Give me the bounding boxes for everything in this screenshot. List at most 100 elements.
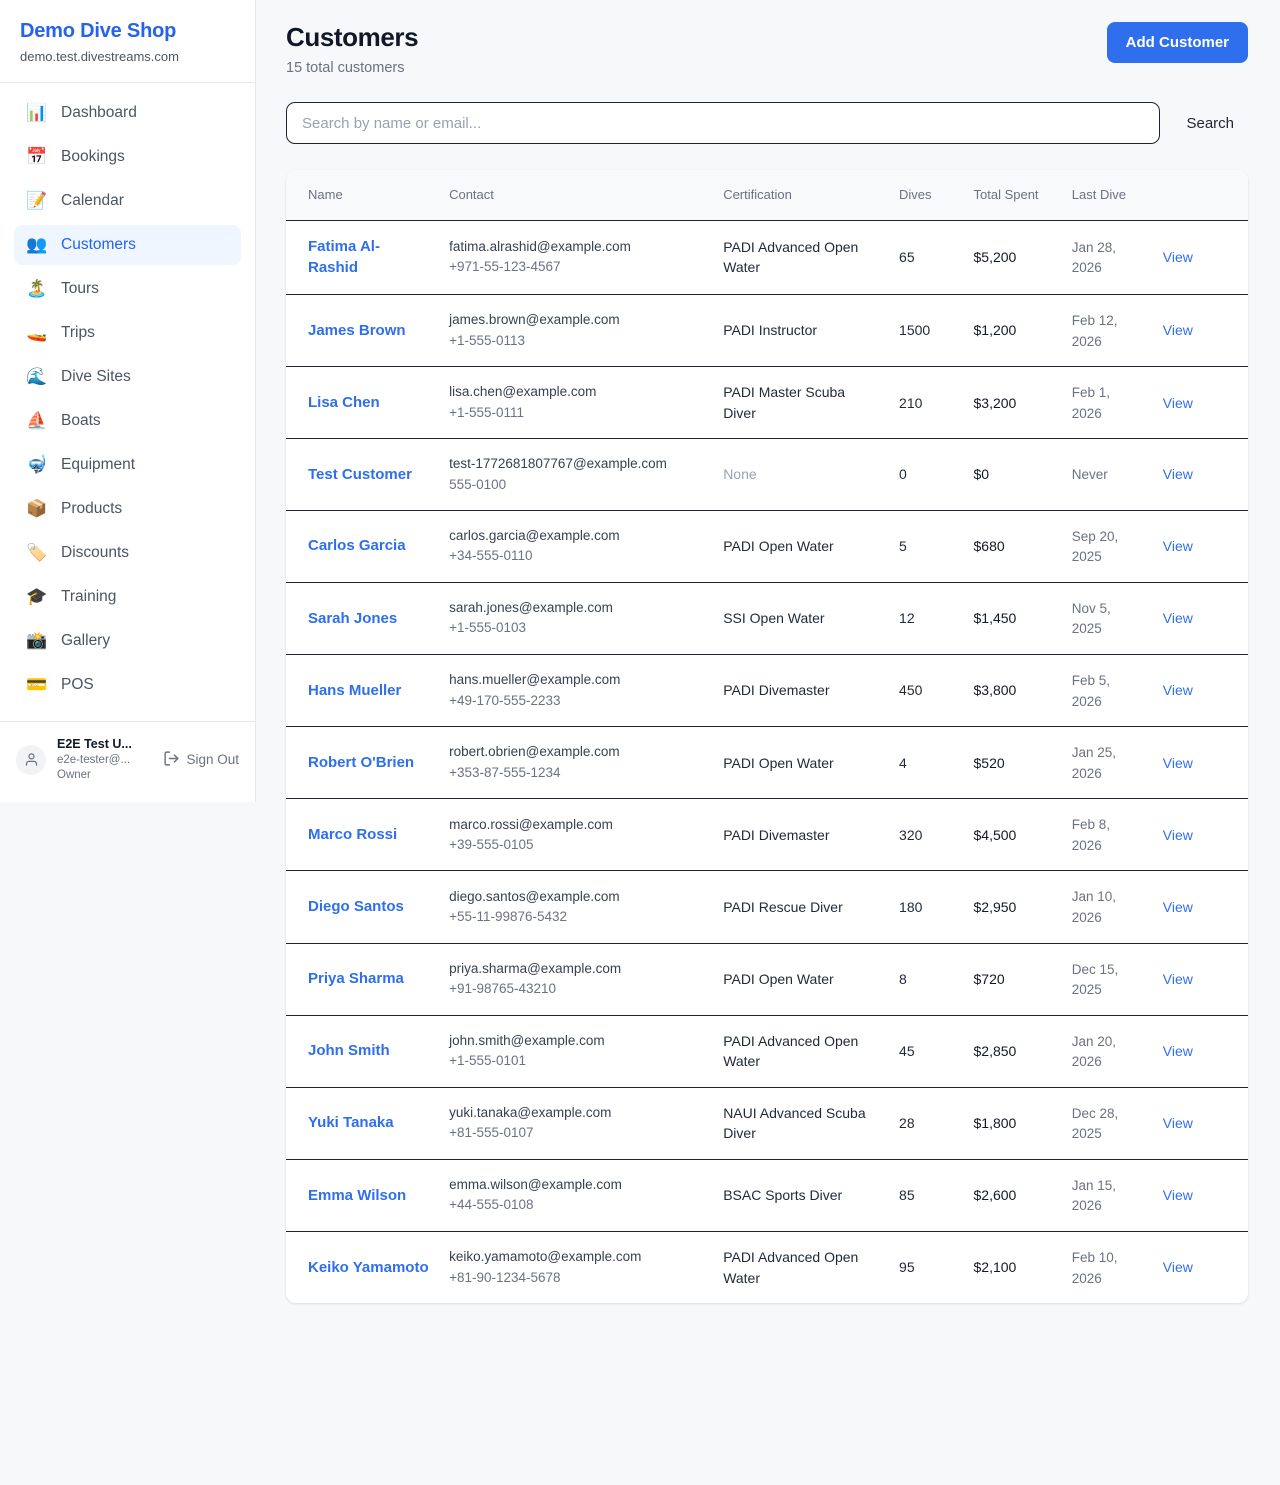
customer-phone: 555-0100 [449, 476, 507, 492]
view-link[interactable]: View [1162, 1043, 1193, 1060]
customer-name-link[interactable]: Carlos Garcia [308, 537, 406, 555]
view-link[interactable]: View [1162, 682, 1193, 699]
brand-domain: demo.test.divestreams.com [20, 49, 179, 64]
dives-value: 0 [899, 466, 907, 483]
sidebar-item-label: Customers [61, 235, 136, 253]
dives-value: 320 [899, 826, 923, 843]
customer-name-link[interactable]: Hans Mueller [308, 681, 402, 699]
cell-actions: View [1152, 582, 1248, 656]
customer-name-link[interactable]: Test Customer [308, 465, 412, 483]
sidebar-item-trips[interactable]: 🚤 Trips [14, 313, 241, 353]
sidebar-item-discounts[interactable]: 🏷️ Discounts [14, 533, 241, 573]
chart-icon: 📊 [26, 103, 48, 123]
customer-name-link[interactable]: Diego Santos [308, 898, 404, 916]
search-input[interactable] [286, 102, 1161, 144]
cell-total-spent: $3,800 [963, 654, 1062, 728]
customer-phone: +44-555-0108 [449, 1197, 534, 1213]
customer-name-link[interactable]: Keiko Yamamoto [308, 1258, 429, 1276]
sidebar-item-customers[interactable]: 👥 Customers [14, 224, 241, 265]
customer-name-link[interactable]: Robert O'Brien [308, 753, 415, 771]
view-link[interactable]: View [1162, 754, 1193, 771]
sidebar-item-boats[interactable]: ⛵ Boats [14, 401, 241, 441]
sidebar-item-pos[interactable]: 💳 POS [14, 665, 241, 705]
customer-name-link[interactable]: Priya Sharma [308, 970, 404, 988]
view-link[interactable]: View [1162, 1115, 1193, 1132]
view-link[interactable]: View [1162, 538, 1193, 555]
view-link[interactable]: View [1162, 826, 1193, 843]
sidebar-item-label: Training [61, 587, 117, 605]
column-header-contact[interactable]: Contact [439, 170, 714, 221]
cell-name: Priya Sharma [286, 943, 440, 1016]
sidebar-item-equipment[interactable]: 🤿 Equipment [14, 445, 241, 485]
cell-actions: View [1152, 870, 1248, 944]
sidebar-item-label: Dive Sites [61, 367, 131, 385]
customer-phone: +81-90-1234-5678 [449, 1269, 561, 1285]
view-link[interactable]: View [1162, 1187, 1193, 1204]
column-header-certification[interactable]: Certification [713, 170, 890, 221]
column-header-last-dive[interactable]: Last Dive [1061, 170, 1153, 221]
cell-certification: PADI Divemaster [713, 798, 890, 872]
column-header-total-spent[interactable]: Total Spent [963, 170, 1062, 221]
cell-dives: 1500 [889, 294, 964, 368]
cell-contact: john.smith@example.com +1-555-0101 [439, 1015, 714, 1088]
cell-dives: 28 [889, 1087, 964, 1160]
dives-value: 85 [899, 1187, 915, 1204]
cell-actions: View [1152, 294, 1248, 368]
sidebar-item-label: Calendar [61, 191, 124, 209]
customer-name-link[interactable]: Yuki Tanaka [308, 1114, 394, 1132]
view-link[interactable]: View [1162, 249, 1193, 266]
sidebar-item-bookings[interactable]: 📅 Bookings [14, 137, 241, 177]
sign-out-button[interactable]: Sign Out [163, 750, 239, 770]
sidebar-item-dashboard[interactable]: 📊 Dashboard [14, 93, 241, 133]
dives-value: 4 [899, 754, 907, 771]
cell-actions: View [1152, 438, 1248, 511]
table-row: Keiko Yamamoto keiko.yamamoto@example.com… [286, 1232, 1248, 1304]
column-header-name[interactable]: Name [286, 170, 440, 221]
view-link[interactable]: View [1162, 610, 1193, 627]
cell-actions: View [1152, 366, 1248, 440]
customer-name-link[interactable]: John Smith [308, 1042, 390, 1060]
total-spent-value: $520 [973, 754, 1005, 771]
total-spent-value: $1,800 [973, 1115, 1017, 1132]
view-link[interactable]: View [1162, 466, 1193, 483]
sidebar-item-products[interactable]: 📦 Products [14, 489, 241, 529]
customer-name-link[interactable]: Sarah Jones [308, 609, 398, 627]
customer-name-link[interactable]: Fatima Al-Rashid [308, 237, 380, 277]
cell-total-spent: $2,950 [963, 870, 1062, 944]
total-spent-value: $2,100 [973, 1259, 1017, 1276]
certification-value: PADI Open Water [723, 970, 834, 987]
cell-total-spent: $3,200 [963, 366, 1062, 440]
sidebar-item-training[interactable]: 🎓 Training [14, 577, 241, 617]
certification-value: NAUI Advanced Scuba Diver [723, 1105, 866, 1142]
customer-email: diego.santos@example.com [449, 888, 620, 904]
cell-total-spent: $720 [963, 943, 1062, 1016]
view-link[interactable]: View [1162, 1259, 1193, 1276]
view-link[interactable]: View [1162, 970, 1193, 987]
view-link[interactable]: View [1162, 322, 1193, 339]
view-link[interactable]: View [1162, 394, 1193, 411]
sidebar-item-gallery[interactable]: 📸 Gallery [14, 621, 241, 661]
cell-contact: yuki.tanaka@example.com +81-555-0107 [439, 1087, 714, 1160]
customer-email: marco.rossi@example.com [449, 816, 613, 832]
avatar [16, 744, 46, 775]
customer-name-link[interactable]: Emma Wilson [308, 1186, 407, 1204]
customer-name-link[interactable]: Marco Rossi [308, 825, 398, 843]
sidebar-item-dive-sites[interactable]: 🌊 Dive Sites [14, 357, 241, 397]
customer-name-link[interactable]: James Brown [308, 321, 406, 339]
calendar-icon: 📅 [26, 147, 48, 167]
view-link[interactable]: View [1162, 898, 1193, 915]
add-customer-button[interactable]: Add Customer [1106, 22, 1248, 63]
cell-contact: priya.sharma@example.com +91-98765-43210 [439, 943, 714, 1016]
logout-icon [163, 750, 180, 770]
sidebar-item-label: Dashboard [61, 103, 137, 121]
sidebar-item-calendar[interactable]: 📝 Calendar [14, 181, 241, 221]
sidebar-item-label: Trips [61, 323, 95, 341]
search-button[interactable]: Search [1172, 107, 1248, 140]
credit-card-icon: 💳 [26, 675, 48, 695]
sidebar-item-tours[interactable]: 🏝️ Tours [14, 269, 241, 309]
island-icon: 🏝️ [26, 279, 48, 299]
customer-email: carlos.garcia@example.com [449, 528, 620, 544]
column-header-dives[interactable]: Dives [889, 170, 964, 221]
certification-value: PADI Advanced Open Water [723, 1249, 859, 1286]
customer-name-link[interactable]: Lisa Chen [308, 393, 380, 411]
